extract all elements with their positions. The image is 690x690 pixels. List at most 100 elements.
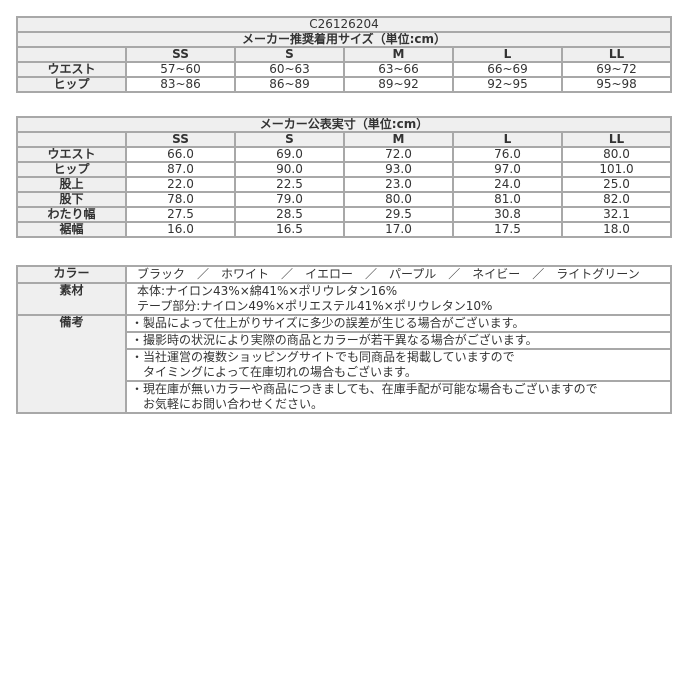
separator: ／ <box>197 267 210 281</box>
note-item: ・当社運営の複数ショッピングサイトでも同商品を掲載していますので タイミングによ… <box>125 348 672 382</box>
recommended-size-table: C26126204 メーカー推奨着用サイズ（単位:cm） SS S M L LL ウエス… <box>16 16 672 93</box>
size-value: 30.8 <box>452 206 563 223</box>
size-value: 69~72 <box>561 61 672 78</box>
note-line: ・現在庫が無いカラーや商品につきましても、在庫手配が可能な場合もございますので <box>131 382 598 396</box>
separator: ／ <box>281 267 294 281</box>
corner-cell <box>16 46 127 63</box>
size-header: S <box>234 131 345 148</box>
size-header: SS <box>125 131 236 148</box>
size-value: 17.5 <box>452 221 563 238</box>
size-value: 16.0 <box>125 221 236 238</box>
table-row: ウエスト 66.0 69.0 72.0 76.0 80.0 <box>16 146 672 163</box>
color-option: ブラック <box>137 267 186 281</box>
row-label: 股下 <box>16 191 127 208</box>
size-header: LL <box>561 46 672 63</box>
material-text: 本体:ナイロン43%×綿41%×ポリウレタン16% テープ部分:ナイロン49%×… <box>125 282 672 316</box>
size-value: 80.0 <box>561 146 672 163</box>
recommended-title: メーカー推奨着用サイズ（単位:cm） <box>16 31 672 48</box>
size-value: 90.0 <box>234 161 345 178</box>
size-value: 86~89 <box>234 76 345 93</box>
table-row: ヒップ 87.0 90.0 93.0 97.0 101.0 <box>16 161 672 178</box>
color-option: パープル <box>388 267 437 281</box>
row-label: ウエスト <box>16 61 127 78</box>
size-value: 32.1 <box>561 206 672 223</box>
note-item: ・現在庫が無いカラーや商品につきましても、在庫手配が可能な場合もございますので … <box>125 380 672 414</box>
row-label: ヒップ <box>16 161 127 178</box>
table-row: ウエスト 57~60 60~63 63~66 66~69 69~72 <box>16 61 672 78</box>
size-value: 63~66 <box>343 61 454 78</box>
corner-cell <box>16 131 127 148</box>
note-line: ・撮影時の状況により実際の商品とカラーが若干異なる場合がございます。 <box>131 333 538 347</box>
size-value: 82.0 <box>561 191 672 208</box>
product-info-table: カラー ブラック／ホワイト／イエロー／パープル／ネイビー／ライトグリーン 素材 … <box>16 265 672 414</box>
color-option: ホワイト <box>221 267 270 281</box>
color-option: ライトグリーン <box>556 267 640 281</box>
note-line: ・製品によって仕上がりサイズに多少の誤差が生じる場合がございます。 <box>131 316 525 330</box>
size-value: 89~92 <box>343 76 454 93</box>
size-header: M <box>343 46 454 63</box>
row-label: ウエスト <box>16 146 127 163</box>
actual-size-table: メーカー公表実寸（単位:cm） SS S M L LL ウエスト 66.0 69.0 72.0… <box>16 116 672 238</box>
note-line: ・当社運営の複数ショッピングサイトでも同商品を掲載していますので <box>131 350 515 364</box>
size-value: 69.0 <box>234 146 345 163</box>
size-value: 87.0 <box>125 161 236 178</box>
size-value: 22.5 <box>234 176 345 193</box>
size-value: 22.0 <box>125 176 236 193</box>
size-value: 18.0 <box>561 221 672 238</box>
actual-title: メーカー公表実寸（単位:cm） <box>16 116 672 133</box>
material-line: 本体:ナイロン43%×綿41%×ポリウレタン16% <box>137 284 398 298</box>
size-value: 29.5 <box>343 206 454 223</box>
size-value: 24.0 <box>452 176 563 193</box>
color-option: ネイビー <box>472 267 521 281</box>
size-value: 78.0 <box>125 191 236 208</box>
size-header: L <box>452 46 563 63</box>
size-value: 97.0 <box>452 161 563 178</box>
size-value: 27.5 <box>125 206 236 223</box>
size-value: 57~60 <box>125 61 236 78</box>
size-header: S <box>234 46 345 63</box>
row-label: 股上 <box>16 176 127 193</box>
size-value: 72.0 <box>343 146 454 163</box>
note-item: ・撮影時の状況により実際の商品とカラーが若干異なる場合がございます。 <box>125 331 672 350</box>
size-header: M <box>343 131 454 148</box>
table-row: わたり幅 27.5 28.5 29.5 30.8 32.1 <box>16 206 672 223</box>
table-row: 股下 78.0 79.0 80.0 81.0 82.0 <box>16 191 672 208</box>
size-value: 92~95 <box>452 76 563 93</box>
size-value: 60~63 <box>234 61 345 78</box>
size-header: SS <box>125 46 236 63</box>
size-value: 23.0 <box>343 176 454 193</box>
size-header: LL <box>561 131 672 148</box>
size-value: 95~98 <box>561 76 672 93</box>
size-value: 28.5 <box>234 206 345 223</box>
row-label: ヒップ <box>16 76 127 93</box>
color-label: カラー <box>16 265 127 284</box>
product-code: C26126204 <box>16 16 672 33</box>
separator: ／ <box>364 267 377 281</box>
table-row: 裾幅 16.0 16.5 17.0 17.5 18.0 <box>16 221 672 238</box>
row-label: 裾幅 <box>16 221 127 238</box>
size-value: 81.0 <box>452 191 563 208</box>
size-value: 79.0 <box>234 191 345 208</box>
color-list: ブラック ／ ホワイト ／ イエロー ／ パープル ／ ネイビー ／ ライトグリーン <box>125 265 672 284</box>
size-value: 66.0 <box>125 146 236 163</box>
size-value: 16.5 <box>234 221 345 238</box>
separator: ／ <box>448 267 461 281</box>
note-line: お気軽にお問い合わせください。 <box>131 397 324 411</box>
size-value: 76.0 <box>452 146 563 163</box>
material-label: 素材 <box>16 282 127 316</box>
size-value: 25.0 <box>561 176 672 193</box>
notes-label: 備考 <box>16 314 127 414</box>
size-value: 93.0 <box>343 161 454 178</box>
size-value: 80.0 <box>343 191 454 208</box>
size-value: 83~86 <box>125 76 236 93</box>
row-label: わたり幅 <box>16 206 127 223</box>
size-value: 66~69 <box>452 61 563 78</box>
separator: ／ <box>532 267 545 281</box>
color-option: イエロー <box>305 267 353 281</box>
table-row: 股上 22.0 22.5 23.0 24.0 25.0 <box>16 176 672 193</box>
size-header: L <box>452 131 563 148</box>
table-row: ヒップ 83~86 86~89 89~92 92~95 95~98 <box>16 76 672 93</box>
size-value: 101.0 <box>561 161 672 178</box>
note-item: ・製品によって仕上がりサイズに多少の誤差が生じる場合がございます。 <box>125 314 672 333</box>
note-line: タイミングによって在庫切れの場合もございます。 <box>131 365 417 379</box>
